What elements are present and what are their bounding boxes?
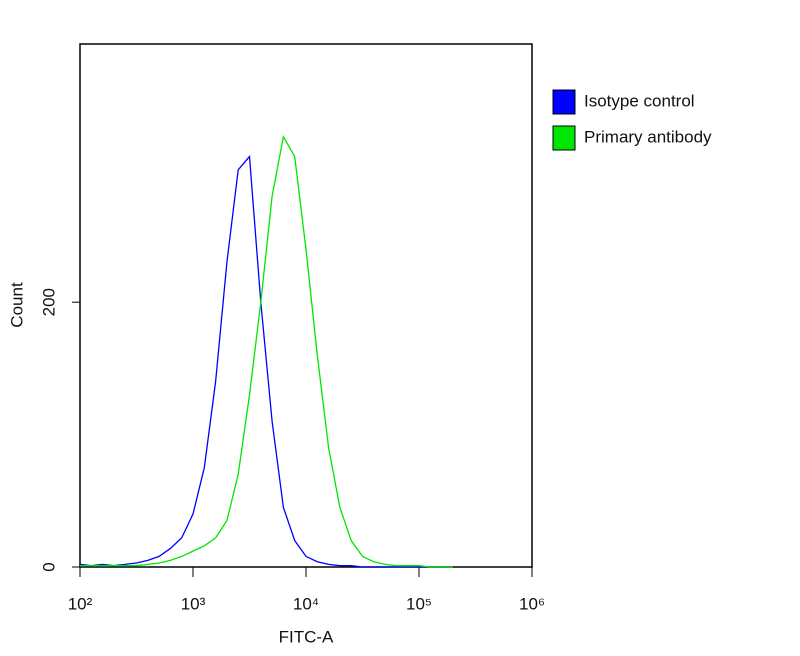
series-line: [79, 154, 453, 568]
y-axis-label: Count: [7, 282, 26, 328]
legend-swatch: [552, 89, 576, 115]
legend-swatch: [552, 125, 576, 151]
y-tick-label: 0: [39, 562, 58, 571]
y-tick-label: 200: [39, 288, 58, 316]
series-line: [80, 134, 453, 568]
x-tick-label: 10⁴: [293, 594, 319, 613]
x-tick-label: 10³: [181, 594, 206, 613]
legend-label: Isotype control: [584, 91, 695, 110]
x-tick-label: 10⁵: [406, 594, 432, 613]
legend-label: Primary antibody: [584, 127, 712, 146]
plot-frame: [79, 43, 533, 568]
x-tick-label: 10²: [68, 594, 93, 613]
x-tick-label: 10⁶: [519, 594, 545, 613]
x-axis-label: FITC-A: [279, 627, 334, 646]
